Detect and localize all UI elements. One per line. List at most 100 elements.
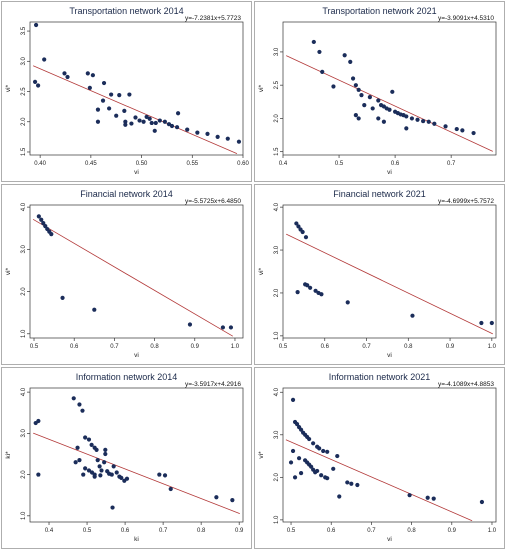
data-point [415, 117, 420, 122]
data-point [342, 53, 347, 58]
data-point [94, 447, 99, 452]
data-point [153, 120, 158, 126]
data-point [431, 496, 436, 501]
x-tick-label: 0.7 [110, 344, 119, 350]
data-point [166, 122, 172, 127]
data-point [295, 289, 300, 295]
data-point [303, 235, 309, 240]
y-tick-label: 4.0 [274, 387, 280, 396]
data-point [353, 113, 358, 118]
data-point [89, 442, 94, 447]
data-point [114, 113, 119, 118]
panel-frame [254, 184, 505, 365]
data-point [319, 473, 324, 478]
data-point [123, 119, 128, 124]
data-point [144, 114, 149, 120]
data-point [169, 123, 175, 129]
data-point [157, 118, 162, 123]
y-tick-label: 4.0 [21, 202, 27, 211]
x-tick-label: 0.8 [404, 344, 413, 350]
data-point [62, 71, 67, 76]
data-point [309, 464, 314, 469]
data-point [117, 93, 122, 98]
x-tick-label: 0.5 [335, 161, 344, 167]
data-point [355, 482, 360, 488]
data-point [33, 22, 39, 28]
data-point [479, 499, 485, 505]
data-point [421, 118, 426, 124]
x-tick-label: 0.8 [407, 528, 416, 534]
data-point [90, 73, 95, 78]
data-point [42, 57, 47, 62]
data-point [122, 108, 127, 113]
y-tick-label: 2.0 [274, 473, 280, 482]
fit-equation: y=-3.9091x+4.5310 [438, 15, 494, 22]
data-point [350, 76, 356, 81]
data-point [162, 119, 167, 124]
data-point [404, 114, 409, 119]
data-point [220, 325, 226, 330]
y-tick-label: 2.0 [21, 470, 27, 479]
data-point [152, 128, 157, 133]
fit-line [32, 218, 233, 337]
data-point [376, 98, 381, 103]
data-point [109, 472, 114, 477]
x-axis-label: vi [387, 536, 392, 543]
data-point [41, 221, 46, 226]
plot-area [29, 387, 244, 523]
x-tick-label: 0.6 [321, 344, 330, 350]
panel-title: Information network 2014 [76, 372, 178, 382]
data-point [305, 283, 310, 288]
data-point [298, 470, 304, 476]
data-point [337, 494, 342, 499]
y-tick-label: 4.0 [274, 202, 280, 211]
data-point [311, 39, 316, 45]
data-point [97, 464, 102, 469]
data-point [95, 458, 100, 463]
data-point [86, 437, 92, 442]
x-tick-label: 0.60 [237, 161, 249, 167]
data-point [236, 139, 242, 144]
data-point [381, 119, 386, 124]
data-point [307, 436, 312, 442]
data-point [348, 59, 353, 64]
y-tick-label: 3.0 [274, 430, 280, 439]
fit-equation: y=-3.5917x+4.2916 [185, 381, 241, 388]
data-point [296, 224, 301, 229]
data-point [85, 71, 90, 76]
data-point [103, 451, 108, 457]
y-tick-label: 2.0 [274, 288, 280, 297]
x-tick-label: 0.50 [136, 161, 148, 167]
plot-area [29, 204, 244, 339]
panel-frame [1, 1, 252, 182]
y-axis-label: vi* [258, 267, 265, 275]
data-point [77, 458, 82, 463]
data-point [92, 307, 97, 312]
x-tick-label: 0.8 [197, 528, 206, 534]
data-point [60, 295, 65, 300]
y-tick-label: 3.0 [274, 47, 280, 56]
y-tick-label: 1.0 [274, 515, 280, 524]
data-point [409, 116, 415, 121]
x-tick-label: 0.5 [287, 528, 296, 534]
x-tick-label: 0.4 [279, 161, 288, 167]
data-point [124, 476, 130, 481]
data-point [320, 69, 325, 74]
data-point [460, 128, 465, 133]
data-point [410, 313, 415, 318]
data-point [49, 232, 54, 237]
x-tick-label: 0.7 [159, 528, 168, 534]
data-point [100, 98, 106, 103]
plot-area [29, 21, 244, 156]
data-point [214, 495, 219, 500]
data-point [129, 121, 134, 126]
x-tick-label: 0.4 [45, 528, 54, 534]
data-point [185, 127, 190, 132]
data-point [39, 217, 44, 222]
data-point [36, 214, 41, 219]
panel-title: Transportation network 2014 [69, 6, 183, 16]
data-point [471, 130, 476, 136]
data-point [331, 84, 336, 89]
data-point [298, 427, 304, 432]
